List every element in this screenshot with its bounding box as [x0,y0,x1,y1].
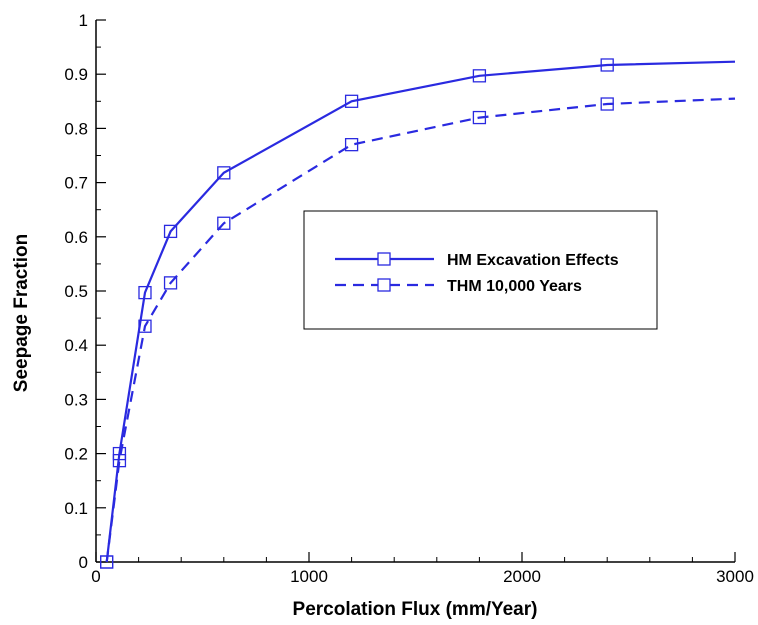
x-tick-label: 1000 [290,567,328,586]
legend-label: THM 10,000 Years [447,278,582,295]
series-line [105,60,736,563]
x-axis-title: Percolation Flux (mm/Year) [293,599,538,620]
data-point [344,138,359,152]
data-point [472,69,487,83]
data-point [163,276,178,290]
y-tick-label: 0.9 [64,65,88,84]
data-point [472,110,487,125]
axes: 0 0.1 0.2 0.3 0.4 0.5 0.6 0.7 0.8 0.9 1 0 1000 2000 30… [64,11,754,586]
y-tick-label: 0.1 [64,499,88,518]
data-point [100,555,114,569]
y-tick-label: 0.4 [64,336,88,355]
legend-label: HM Excavation Effects [447,252,619,269]
legend-marker [377,252,391,266]
x-tick-label: 2000 [503,567,541,586]
y-tick-label: 0 [79,553,88,572]
series-2 [100,97,736,569]
data-point [217,166,231,180]
data-point [163,224,178,239]
y-tick-label: 1 [79,11,88,30]
y-tick-label: 0.8 [64,119,88,138]
series-layer [100,58,736,569]
data-point [217,216,231,230]
data-point [138,285,152,300]
y-axis-title: Seepage Fraction [11,234,32,392]
data-point [600,97,614,111]
x-tick-label: 0 [91,567,100,586]
y-tick-label: 0.6 [64,228,88,247]
data-point [344,94,359,108]
legend-marker [377,278,391,292]
y-tick-label: 0.2 [64,445,88,464]
data-point [600,58,614,72]
legend: HM Excavation Effects THM 10,000 Years [303,210,658,330]
data-point [138,319,152,333]
data-point [112,446,127,461]
y-tick-label: 0.7 [64,174,88,193]
data-point [112,453,127,468]
x-tick-label: 3000 [716,567,754,586]
legend-box [303,210,658,330]
y-tick-label: 0.3 [64,390,88,409]
y-tick-label: 0.5 [64,282,88,301]
series-line [105,97,736,563]
